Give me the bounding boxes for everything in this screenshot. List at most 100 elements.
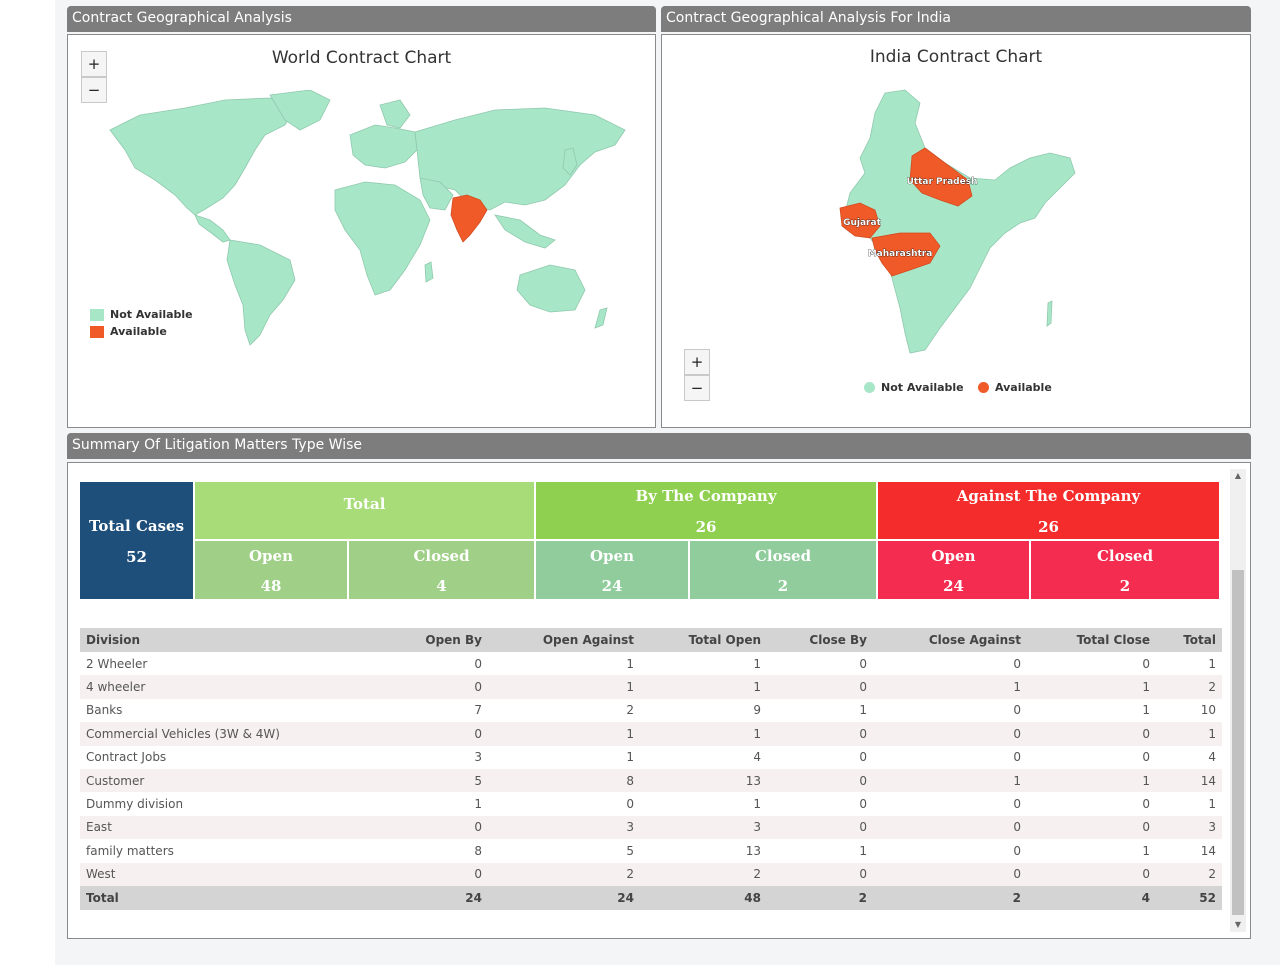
- legend-swatch: [90, 308, 104, 321]
- cell-division: West: [80, 862, 370, 886]
- india-map-gujarat: [839, 202, 881, 239]
- cell-close-by: 0: [859, 750, 867, 765]
- cell-open-by: 5: [370, 768, 488, 793]
- world-map-new-zealand: [594, 307, 608, 329]
- world-map-india: [450, 194, 488, 243]
- cell-total-open: 1: [640, 675, 767, 699]
- cell-close-against: 0: [1013, 843, 1021, 858]
- column-header-total-close[interactable]: Total Close: [1027, 628, 1156, 652]
- cell-total-open: 2: [640, 862, 767, 886]
- cell-total: 52: [1156, 885, 1222, 910]
- cell-open-against: 1: [626, 750, 634, 765]
- cell-total-open: 1: [753, 656, 761, 671]
- by-company-tile: By The Company 26: [536, 482, 876, 539]
- column-header-total-open[interactable]: Total Open: [640, 628, 767, 652]
- cell-total-open: 9: [753, 703, 761, 718]
- cell-close-by: 0: [767, 768, 873, 793]
- total-open-tile: Open 48: [195, 541, 347, 599]
- column-header-close-against[interactable]: Close Against: [873, 628, 1027, 652]
- cell-total-open: 13: [640, 768, 767, 793]
- cell-open-against: 1: [488, 675, 640, 699]
- cell-open-against: 1: [488, 722, 640, 746]
- cell-total: 14: [1200, 843, 1216, 858]
- world-map-africa: [334, 181, 431, 296]
- cell-total: 10: [1200, 703, 1216, 718]
- table-row: Contract Jobs 3 1 4 0 0 0 4: [80, 746, 1222, 769]
- india-map-uttar-pradesh: [909, 147, 973, 207]
- india-map-andaman: [1046, 300, 1053, 327]
- cell-total-close: 0: [1142, 750, 1150, 765]
- column-header-division[interactable]: Division: [80, 628, 370, 652]
- scroll-up-arrow-icon[interactable]: ▲: [1234, 471, 1242, 480]
- scroll-down-arrow-icon[interactable]: ▼: [1234, 920, 1242, 929]
- column-header-open-by[interactable]: Open By: [370, 628, 488, 652]
- summary-panel-title: Summary Of Litigation Matters Type Wise: [72, 437, 362, 453]
- cell-open-against: 0: [626, 797, 634, 812]
- india-map-label-uttar-pradesh: Uttar Pradesh: [907, 177, 978, 187]
- world-map-south-america: [226, 239, 296, 346]
- cell-total: 4: [1208, 750, 1216, 765]
- legend-swatch: [90, 325, 104, 338]
- cell-total-close: 4: [1027, 885, 1156, 910]
- cell-close-against: 1: [873, 675, 1027, 699]
- cell-division: Commercial Vehicles (3W & 4W): [80, 722, 370, 746]
- cell-open-against: 5: [626, 843, 634, 858]
- cell-open-by: 0: [370, 815, 488, 840]
- cell-total-open: 4: [753, 750, 761, 765]
- cell-open-by: 0: [370, 862, 488, 886]
- cell-close-by: 2: [767, 885, 873, 910]
- table-row: Commercial Vehicles (3W & 4W) 0 1 1 0 0 …: [80, 722, 1222, 746]
- cell-close-by: 0: [767, 722, 873, 746]
- table-row: Banks 7 2 9 1 0 1 10: [80, 699, 1222, 722]
- table-row: Customer 5 8 13 0 1 1 14: [80, 768, 1222, 793]
- column-header-open-against[interactable]: Open Against: [488, 628, 640, 652]
- total-tile: Total: [195, 482, 534, 539]
- cell-total-open: 1: [753, 797, 761, 812]
- india-zoom-in-button[interactable]: +: [684, 349, 710, 375]
- cell-open-by: 24: [370, 885, 488, 910]
- cell-total-close: 1: [1027, 768, 1156, 793]
- cell-total-close: 0: [1142, 797, 1150, 812]
- summary-scrollbar[interactable]: ▲ ▼: [1230, 469, 1246, 932]
- cell-open-by: 3: [474, 750, 482, 765]
- column-header-close-by[interactable]: Close By: [767, 628, 873, 652]
- world-map[interactable]: [95, 90, 635, 350]
- column-header-total[interactable]: Total: [1156, 628, 1222, 652]
- by-company-closed-tile: Closed 2: [690, 541, 876, 599]
- cell-open-by: 8: [474, 843, 482, 858]
- cell-total: 14: [1156, 768, 1222, 793]
- table-row: East 0 3 3 0 0 0 3: [80, 815, 1222, 840]
- india-map[interactable]: Uttar Pradesh Gujarat Maharashtra: [830, 88, 1090, 368]
- table-row: 4 wheeler 0 1 1 0 1 1 2: [80, 675, 1222, 699]
- total-cases-tile: Total Cases 52: [80, 482, 193, 599]
- against-company-tile: Against The Company 26: [878, 482, 1219, 539]
- world-zoom-in-button[interactable]: +: [81, 51, 107, 77]
- cell-close-by: 1: [859, 843, 867, 858]
- scrollbar-thumb[interactable]: [1232, 570, 1244, 915]
- table-row: family matters 8 5 13 1 0 1 14: [80, 839, 1222, 862]
- cell-total: 1: [1208, 797, 1216, 812]
- india-chart-title: India Contract Chart: [869, 47, 1043, 67]
- cell-total-open: 3: [640, 815, 767, 840]
- india-zoom-out-button[interactable]: −: [684, 375, 710, 401]
- cell-division: Contract Jobs: [86, 750, 167, 765]
- cell-open-by: 7: [474, 703, 482, 718]
- cell-total: 2: [1156, 862, 1222, 886]
- cell-close-against: 0: [1013, 703, 1021, 718]
- india-legend-item-not-available[interactable]: Not Available: [864, 381, 964, 394]
- world-map-north-america: [109, 97, 296, 216]
- cell-division: 4 wheeler: [80, 675, 370, 699]
- india-legend-item-available[interactable]: Available: [978, 381, 1052, 394]
- cell-division: Customer: [80, 768, 370, 793]
- cell-open-by: 0: [370, 675, 488, 699]
- world-zoom-out-button[interactable]: −: [81, 77, 107, 103]
- cell-total: 2: [1156, 675, 1222, 699]
- india-panel-title: Contract Geographical Analysis For India: [666, 10, 952, 26]
- world-panel-title: Contract Geographical Analysis: [72, 10, 292, 26]
- cell-total-close: 0: [1027, 862, 1156, 886]
- world-legend-item-not-available: Not Available: [90, 308, 193, 321]
- cell-open-against: 3: [488, 815, 640, 840]
- cell-close-by: 0: [767, 862, 873, 886]
- cell-close-against: 0: [873, 862, 1027, 886]
- cell-division: family matters: [86, 843, 174, 858]
